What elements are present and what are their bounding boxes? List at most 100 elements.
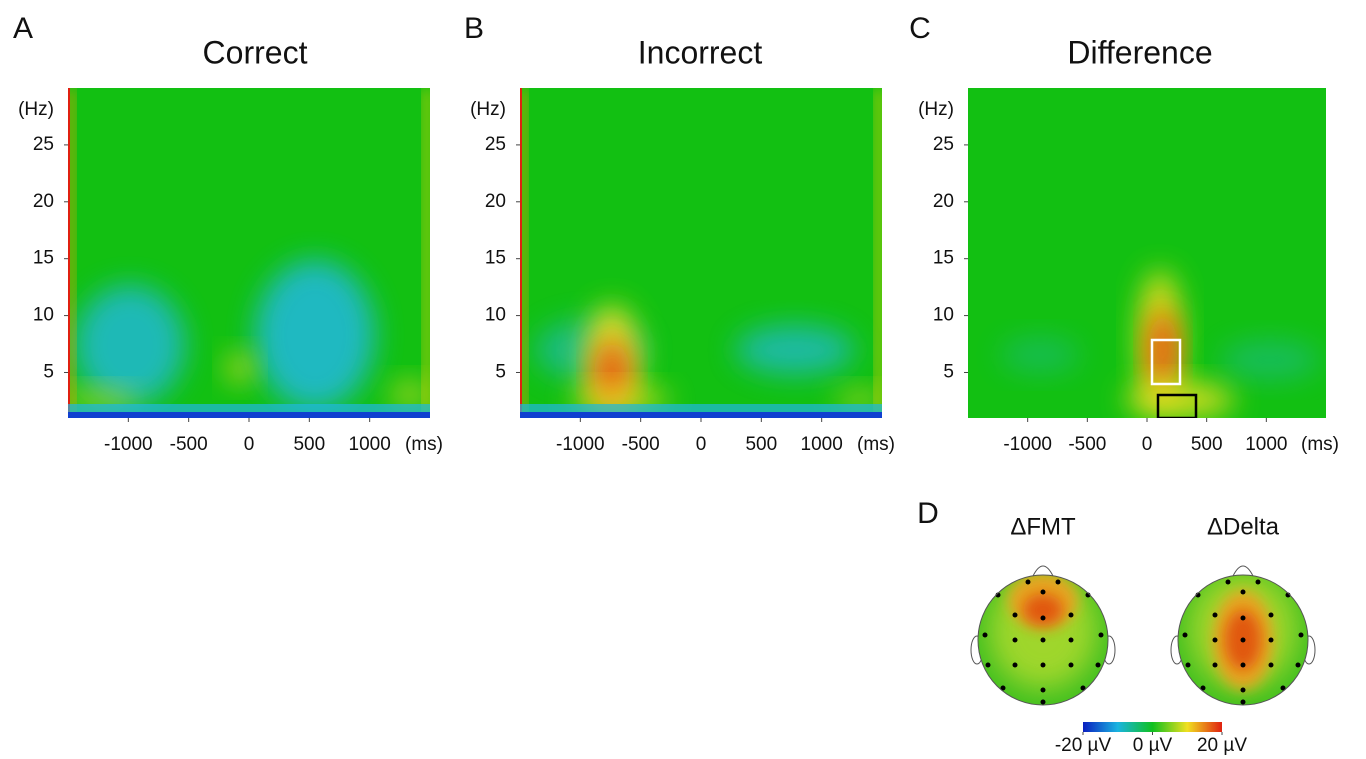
heatmap <box>68 88 430 418</box>
electrode <box>1212 662 1218 668</box>
electrode <box>1040 662 1046 668</box>
electrode <box>1280 685 1286 691</box>
x-tick-label: 0 <box>1142 434 1153 455</box>
x-tick-label: -500 <box>1068 434 1106 455</box>
electrode <box>1225 579 1231 585</box>
y-tick-label: 15 <box>933 248 954 269</box>
y-tick-label: 20 <box>933 191 954 212</box>
edge-line <box>68 88 70 418</box>
electrode <box>1212 637 1218 643</box>
edge-line <box>520 88 522 418</box>
y-tick-label: 10 <box>485 305 506 326</box>
electrode <box>1298 632 1304 638</box>
x-tick-label: -1000 <box>556 434 605 455</box>
electrode <box>1240 615 1246 621</box>
heatmap-blob <box>390 380 430 410</box>
electrode <box>1200 685 1206 691</box>
colorbar-tick-label: 0 µV <box>1133 735 1173 756</box>
roi-fmt <box>1150 338 1182 386</box>
electrode <box>1182 632 1188 638</box>
electrode <box>1240 637 1246 643</box>
topomap-title: ΔDelta <box>1207 513 1280 540</box>
edge <box>520 88 526 418</box>
panel-label: C <box>909 12 931 45</box>
heatmap-blob <box>1125 382 1235 418</box>
electrode <box>1240 687 1246 693</box>
panel-label: A <box>13 12 33 45</box>
y-tick-label: 10 <box>933 305 954 326</box>
topomap-blob <box>1023 594 1063 626</box>
x-axis-label: (ms) <box>857 434 895 455</box>
y-tick-label: 25 <box>33 134 54 155</box>
x-tick-label: 1000 <box>801 434 843 455</box>
electrode <box>1068 637 1074 643</box>
x-tick-label: 0 <box>696 434 707 455</box>
bottom-band <box>520 404 882 412</box>
bottom-band <box>520 412 882 418</box>
y-tick-label: 15 <box>33 248 54 269</box>
panel-label: B <box>464 12 484 45</box>
electrode <box>982 632 988 638</box>
bottom-band <box>68 404 430 412</box>
heatmap-blob <box>226 352 254 384</box>
x-tick-label: -500 <box>622 434 660 455</box>
x-tick-label: 500 <box>293 434 325 455</box>
y-axis-label: (Hz) <box>470 99 506 120</box>
electrode <box>1268 612 1274 618</box>
y-tick-label: 25 <box>485 134 506 155</box>
panel-label: D <box>917 497 939 530</box>
electrode <box>1040 699 1046 705</box>
y-axis-label: (Hz) <box>18 99 54 120</box>
electrode <box>1255 579 1261 585</box>
x-tick-label: 0 <box>244 434 255 455</box>
edge <box>424 88 430 418</box>
heatmap <box>968 88 1326 418</box>
y-tick-label: 20 <box>33 191 54 212</box>
nose <box>1232 565 1254 577</box>
heatmap-blob <box>255 260 375 410</box>
bottom-band <box>68 412 430 418</box>
electrode <box>1212 612 1218 618</box>
electrode <box>1025 579 1031 585</box>
electrode <box>1012 662 1018 668</box>
edge <box>876 88 882 418</box>
electrode <box>985 662 991 668</box>
electrode <box>1240 589 1246 595</box>
electrode <box>1012 637 1018 643</box>
head-outline <box>977 574 1109 706</box>
electrode <box>1012 612 1018 618</box>
heatmap-blob <box>1000 337 1080 373</box>
nose <box>1032 565 1054 577</box>
electrode <box>1000 685 1006 691</box>
y-tick-label: 5 <box>495 361 506 382</box>
x-tick-label: 500 <box>1191 434 1223 455</box>
colorbar-tick-label: 20 µV <box>1197 735 1247 756</box>
y-tick-label: 10 <box>33 305 54 326</box>
electrode <box>1240 662 1246 668</box>
electrode <box>1080 685 1086 691</box>
heatmap-blob <box>735 325 855 375</box>
x-tick-label: -500 <box>170 434 208 455</box>
x-tick-label: -1000 <box>1003 434 1052 455</box>
panel-title: Incorrect <box>638 34 763 70</box>
electrode <box>1040 589 1046 595</box>
electrode <box>1268 637 1274 643</box>
electrode <box>1295 662 1301 668</box>
electrode <box>1040 687 1046 693</box>
x-axis-label: (ms) <box>1301 434 1339 455</box>
y-tick-label: 20 <box>485 191 506 212</box>
heatmap <box>520 88 882 418</box>
electrode <box>1040 637 1046 643</box>
x-tick-label: -1000 <box>104 434 153 455</box>
colorbar-tick-label: -20 µV <box>1055 735 1112 756</box>
electrode <box>1185 662 1191 668</box>
y-tick-label: 25 <box>933 134 954 155</box>
colorbar <box>1083 722 1222 732</box>
x-axis-label: (ms) <box>405 434 443 455</box>
electrode <box>1055 579 1061 585</box>
electrode <box>1095 662 1101 668</box>
topomap-title: ΔFMT <box>1010 513 1076 540</box>
roi-delta <box>1156 393 1198 418</box>
x-tick-label: 1000 <box>1245 434 1287 455</box>
